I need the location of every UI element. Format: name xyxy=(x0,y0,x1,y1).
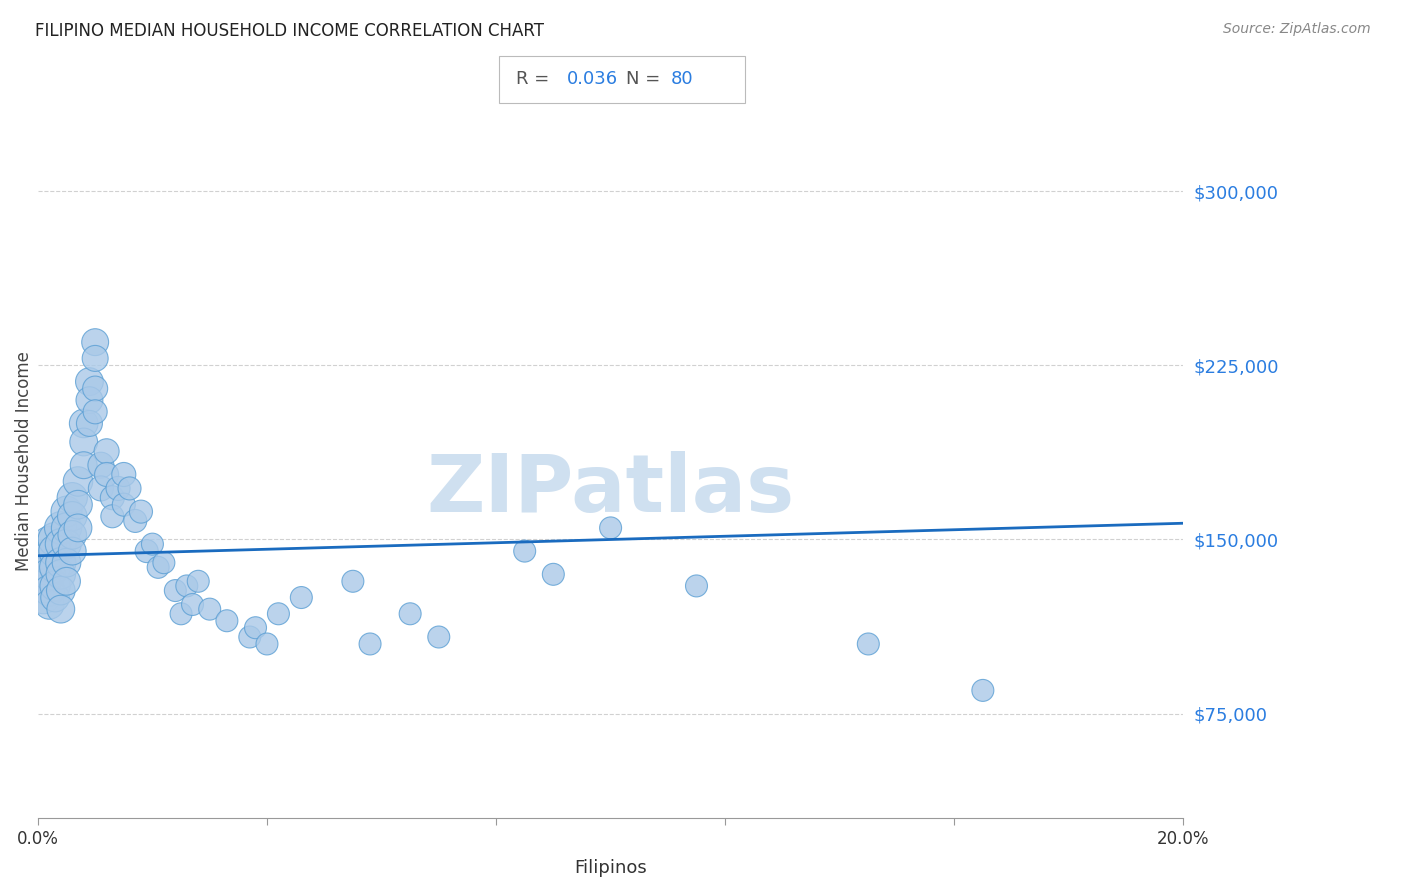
Point xyxy=(49,537,72,551)
Point xyxy=(141,537,163,551)
Point xyxy=(107,482,129,496)
Point xyxy=(55,556,77,570)
Point xyxy=(176,579,198,593)
Point xyxy=(267,607,290,621)
Y-axis label: Median Household Income: Median Household Income xyxy=(15,351,32,571)
Point xyxy=(84,335,107,350)
Point xyxy=(44,544,66,558)
Point xyxy=(187,574,209,589)
Point xyxy=(256,637,278,651)
Point xyxy=(165,583,187,598)
Point xyxy=(543,567,565,582)
Point xyxy=(101,509,124,524)
Point xyxy=(55,505,77,519)
Point xyxy=(858,637,880,651)
Point xyxy=(38,537,60,551)
Point xyxy=(79,393,101,408)
Point xyxy=(146,560,169,574)
Point xyxy=(124,514,146,528)
Point xyxy=(44,533,66,547)
Point xyxy=(55,574,77,589)
Point xyxy=(84,351,107,366)
Point xyxy=(32,560,55,574)
Point xyxy=(599,521,621,535)
Point xyxy=(427,630,450,644)
Point xyxy=(49,567,72,582)
Point xyxy=(32,591,55,605)
Point xyxy=(38,567,60,582)
Point xyxy=(84,405,107,419)
Text: 0.036: 0.036 xyxy=(567,70,617,88)
Text: Source: ZipAtlas.com: Source: ZipAtlas.com xyxy=(1223,22,1371,37)
Point xyxy=(60,491,83,505)
Text: 80: 80 xyxy=(671,70,693,88)
Point xyxy=(101,491,124,505)
Point xyxy=(245,621,267,635)
Point xyxy=(90,458,112,473)
Point xyxy=(290,591,312,605)
Point xyxy=(44,560,66,574)
Point xyxy=(60,544,83,558)
X-axis label: Filipinos: Filipinos xyxy=(574,859,647,877)
Point xyxy=(38,583,60,598)
Point xyxy=(685,579,707,593)
Point xyxy=(90,482,112,496)
Text: R =: R = xyxy=(516,70,555,88)
Point xyxy=(55,521,77,535)
Point xyxy=(49,556,72,570)
Point xyxy=(32,551,55,566)
Point xyxy=(66,498,89,512)
Point xyxy=(38,598,60,612)
Point xyxy=(96,467,118,482)
Point xyxy=(73,458,96,473)
Point xyxy=(135,544,157,558)
Point xyxy=(239,630,262,644)
Point xyxy=(181,598,204,612)
Point xyxy=(170,607,193,621)
Point xyxy=(73,417,96,431)
Point xyxy=(44,579,66,593)
Text: ZIPatlas: ZIPatlas xyxy=(426,450,794,529)
Point xyxy=(60,509,83,524)
Point xyxy=(112,498,135,512)
Text: N =: N = xyxy=(626,70,665,88)
Point xyxy=(49,583,72,598)
Point xyxy=(44,591,66,605)
Point xyxy=(513,544,536,558)
Text: FILIPINO MEDIAN HOUSEHOLD INCOME CORRELATION CHART: FILIPINO MEDIAN HOUSEHOLD INCOME CORRELA… xyxy=(35,22,544,40)
Point xyxy=(399,607,422,621)
Point xyxy=(79,375,101,389)
Point xyxy=(118,482,141,496)
Point xyxy=(972,683,994,698)
Point xyxy=(198,602,221,616)
Point xyxy=(215,614,238,628)
Point xyxy=(96,444,118,458)
Point xyxy=(55,537,77,551)
Point xyxy=(38,551,60,566)
Point xyxy=(73,435,96,450)
Point xyxy=(60,528,83,542)
Point xyxy=(342,574,364,589)
Point xyxy=(66,475,89,489)
Point xyxy=(129,505,152,519)
Point xyxy=(153,556,176,570)
Point xyxy=(84,382,107,396)
Point xyxy=(49,521,72,535)
Point xyxy=(112,467,135,482)
Point xyxy=(32,579,55,593)
Point xyxy=(79,417,101,431)
Point xyxy=(66,521,89,535)
Point xyxy=(49,602,72,616)
Point xyxy=(359,637,381,651)
